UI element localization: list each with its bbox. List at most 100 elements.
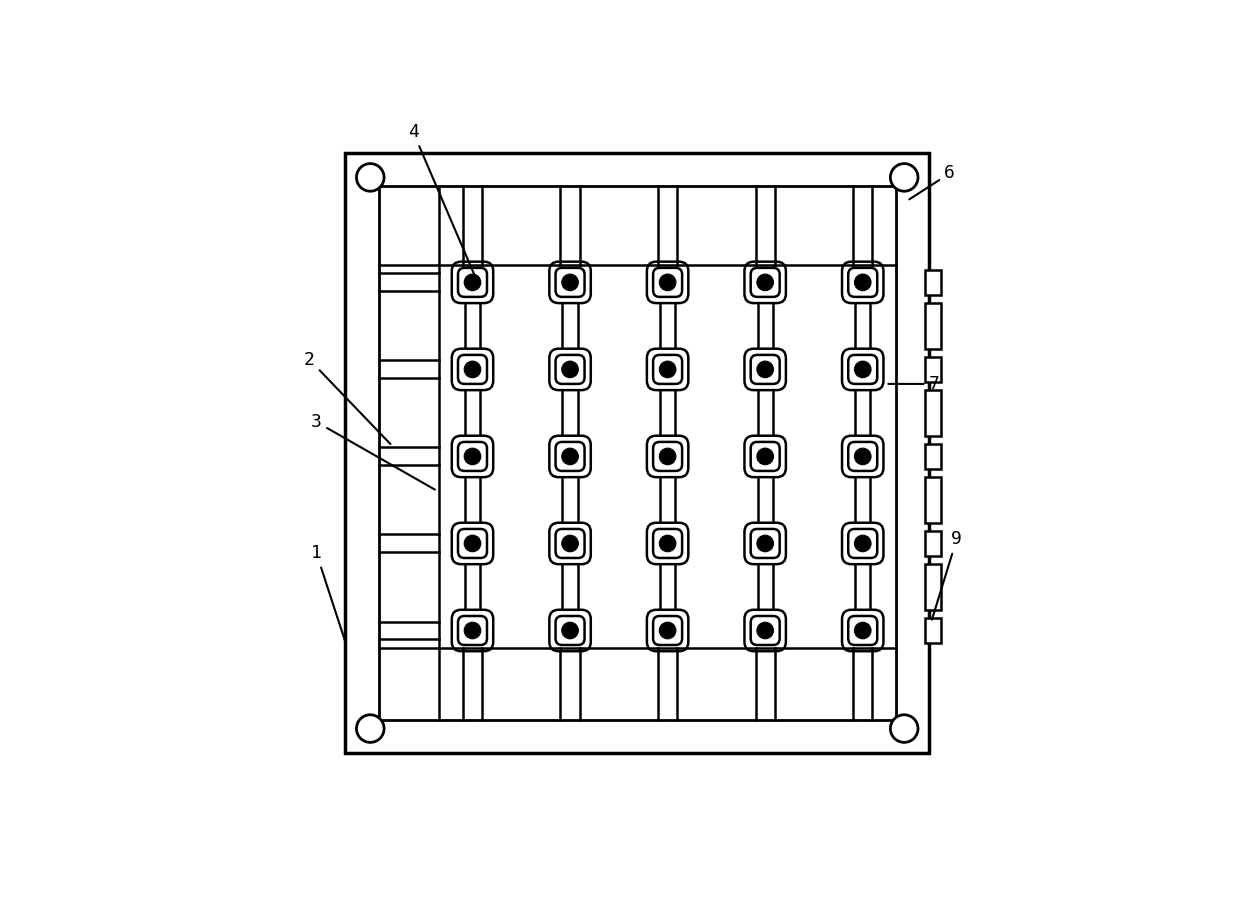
Bar bbox=[660, 387, 676, 439]
FancyBboxPatch shape bbox=[549, 349, 590, 390]
Circle shape bbox=[356, 163, 384, 191]
Circle shape bbox=[756, 448, 774, 465]
Bar bbox=[563, 474, 578, 526]
FancyBboxPatch shape bbox=[653, 268, 682, 297]
FancyBboxPatch shape bbox=[750, 529, 780, 558]
Circle shape bbox=[890, 163, 918, 191]
Text: 2: 2 bbox=[304, 351, 391, 444]
Bar bbox=[925, 390, 941, 436]
Circle shape bbox=[854, 448, 870, 465]
Bar bbox=[660, 562, 676, 613]
Bar bbox=[925, 564, 941, 610]
FancyBboxPatch shape bbox=[556, 442, 584, 471]
Circle shape bbox=[756, 361, 774, 378]
Bar bbox=[465, 300, 480, 352]
FancyBboxPatch shape bbox=[647, 349, 688, 390]
Text: 3: 3 bbox=[311, 413, 435, 490]
Circle shape bbox=[562, 274, 578, 291]
Bar bbox=[925, 618, 941, 642]
Text: 1: 1 bbox=[311, 544, 346, 644]
FancyBboxPatch shape bbox=[653, 355, 682, 384]
FancyBboxPatch shape bbox=[556, 268, 584, 297]
FancyBboxPatch shape bbox=[647, 262, 688, 303]
Bar bbox=[758, 562, 773, 613]
FancyBboxPatch shape bbox=[744, 436, 786, 477]
FancyBboxPatch shape bbox=[744, 610, 786, 651]
FancyBboxPatch shape bbox=[458, 616, 487, 645]
Bar bbox=[925, 531, 941, 555]
Circle shape bbox=[562, 536, 578, 552]
FancyBboxPatch shape bbox=[842, 610, 883, 651]
FancyBboxPatch shape bbox=[848, 529, 877, 558]
FancyBboxPatch shape bbox=[458, 442, 487, 471]
Bar bbox=[660, 474, 676, 526]
Circle shape bbox=[464, 536, 481, 552]
Circle shape bbox=[464, 448, 481, 465]
FancyBboxPatch shape bbox=[848, 268, 877, 297]
FancyBboxPatch shape bbox=[647, 610, 688, 651]
FancyBboxPatch shape bbox=[842, 262, 883, 303]
Text: 7: 7 bbox=[888, 375, 940, 393]
FancyBboxPatch shape bbox=[842, 436, 883, 477]
Circle shape bbox=[756, 623, 774, 639]
Circle shape bbox=[890, 715, 918, 743]
Bar bbox=[465, 387, 480, 439]
FancyBboxPatch shape bbox=[549, 610, 590, 651]
FancyBboxPatch shape bbox=[647, 436, 688, 477]
Bar bbox=[465, 562, 480, 613]
Bar bbox=[758, 387, 773, 439]
Bar bbox=[925, 303, 941, 349]
FancyBboxPatch shape bbox=[842, 349, 883, 390]
FancyBboxPatch shape bbox=[842, 523, 883, 564]
FancyBboxPatch shape bbox=[744, 523, 786, 564]
FancyBboxPatch shape bbox=[451, 349, 494, 390]
Bar bbox=[925, 270, 941, 294]
Bar bbox=[856, 474, 870, 526]
Bar bbox=[925, 444, 941, 468]
FancyBboxPatch shape bbox=[458, 529, 487, 558]
FancyBboxPatch shape bbox=[653, 442, 682, 471]
Bar bbox=[563, 387, 578, 439]
FancyBboxPatch shape bbox=[848, 442, 877, 471]
Text: 6: 6 bbox=[909, 164, 955, 199]
FancyBboxPatch shape bbox=[744, 262, 786, 303]
FancyBboxPatch shape bbox=[458, 268, 487, 297]
Text: 9: 9 bbox=[932, 530, 962, 620]
FancyBboxPatch shape bbox=[549, 436, 590, 477]
Circle shape bbox=[660, 274, 676, 291]
FancyBboxPatch shape bbox=[451, 523, 494, 564]
FancyBboxPatch shape bbox=[556, 616, 584, 645]
FancyBboxPatch shape bbox=[848, 355, 877, 384]
Bar bbox=[378, 186, 895, 720]
FancyBboxPatch shape bbox=[556, 529, 584, 558]
Circle shape bbox=[660, 448, 676, 465]
Circle shape bbox=[464, 623, 481, 639]
Circle shape bbox=[854, 536, 870, 552]
FancyBboxPatch shape bbox=[451, 436, 494, 477]
Circle shape bbox=[854, 361, 870, 378]
FancyBboxPatch shape bbox=[556, 355, 584, 384]
Circle shape bbox=[756, 536, 774, 552]
Bar bbox=[758, 474, 773, 526]
Circle shape bbox=[356, 715, 384, 743]
Text: 4: 4 bbox=[408, 123, 474, 274]
Circle shape bbox=[562, 361, 578, 378]
FancyBboxPatch shape bbox=[750, 268, 780, 297]
FancyBboxPatch shape bbox=[647, 523, 688, 564]
Bar bbox=[856, 387, 870, 439]
FancyBboxPatch shape bbox=[750, 355, 780, 384]
Circle shape bbox=[660, 536, 676, 552]
Bar bbox=[563, 562, 578, 613]
Bar bbox=[660, 300, 676, 352]
FancyBboxPatch shape bbox=[750, 616, 780, 645]
Bar bbox=[465, 474, 480, 526]
Bar bbox=[856, 300, 870, 352]
FancyBboxPatch shape bbox=[451, 262, 494, 303]
Circle shape bbox=[660, 361, 676, 378]
FancyBboxPatch shape bbox=[848, 616, 877, 645]
Circle shape bbox=[756, 274, 774, 291]
FancyBboxPatch shape bbox=[458, 355, 487, 384]
Bar bbox=[758, 300, 773, 352]
Bar bbox=[925, 477, 941, 523]
Circle shape bbox=[464, 361, 481, 378]
